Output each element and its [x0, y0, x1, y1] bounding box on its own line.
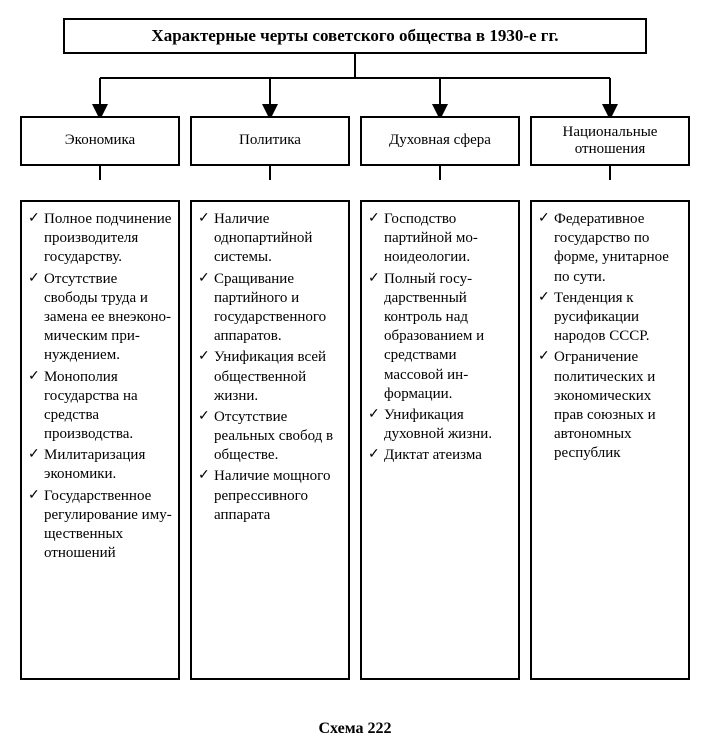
column-header: Национальные отношения: [530, 116, 690, 166]
list-item: Федератив­ное государст­во по фор­ме, ун…: [538, 210, 682, 287]
diagram-page: Характерные черты советского общества в …: [0, 0, 710, 750]
diagram-caption: Схема 222: [0, 720, 710, 738]
list-item: Отсутствие свободы тру­да и замена ее вн…: [28, 270, 172, 366]
column-content: Господство партийной мо­ноидеологии. Пол…: [360, 200, 520, 680]
list-item: Монополия государства на средства произв…: [28, 368, 172, 445]
list-item: Полный госу­дарственный контроль над обр…: [368, 270, 512, 404]
list-item: Господство партийной мо­ноидеологии.: [368, 210, 512, 268]
list-item: Наличие однопартий­ной систе­мы.: [198, 210, 342, 268]
column-content: Полное под­чинение про­изводителя госуда…: [20, 200, 180, 680]
list-item: Ограничение политических и экономичес­ки…: [538, 348, 682, 463]
list-item: Милитаризация экономики.: [28, 446, 172, 484]
list-item: Диктат атеиз­ма: [368, 446, 512, 465]
column-header: Политика: [190, 116, 350, 166]
diagram-title: Характерные черты советского общества в …: [63, 18, 647, 54]
list-item: Унификация всей об­щественной жизни.: [198, 348, 342, 406]
column-content: Наличие однопартий­ной систе­мы. Сращива…: [190, 200, 350, 680]
column-content: Федератив­ное государст­во по фор­ме, ун…: [530, 200, 690, 680]
column-header: Духовная сфера: [360, 116, 520, 166]
column-header: Экономика: [20, 116, 180, 166]
list-item: Отсутствие реальных свобод в обществе.: [198, 408, 342, 466]
content-row: Полное под­чинение про­изводителя госуда…: [20, 200, 690, 680]
list-item: Сращивание партийного и государст­венног…: [198, 270, 342, 347]
list-item: Полное под­чинение про­изводителя госуда…: [28, 210, 172, 268]
list-item: Наличие мощного ре­прессивного аппарата: [198, 467, 342, 525]
list-item: Унификация духовной жиз­ни.: [368, 406, 512, 444]
list-item: Тенденция к русификации народов СССР.: [538, 289, 682, 347]
header-row: Экономика Политика Духовная сфера Национ…: [20, 116, 690, 166]
list-item: Государствен­ное регулиро­вание иму­щест…: [28, 487, 172, 564]
